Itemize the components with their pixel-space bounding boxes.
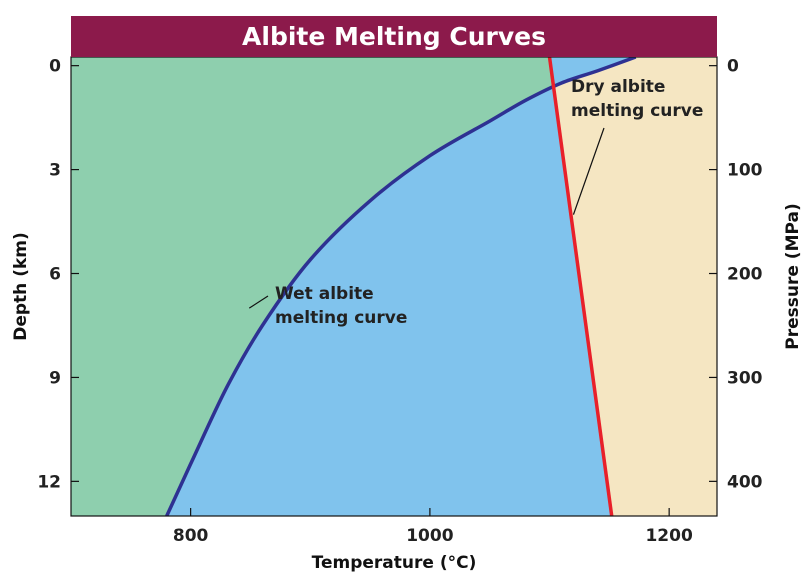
wet-annotation-label: melting curve bbox=[275, 308, 407, 328]
dry-melting-curve bbox=[547, 57, 614, 516]
y-tick-label-left: 0 bbox=[49, 57, 61, 77]
title-bar: Albite Melting Curves bbox=[71, 16, 717, 57]
dry-callout-line bbox=[572, 127, 605, 215]
title-background bbox=[71, 16, 717, 57]
x-tick-label: 800 bbox=[173, 526, 209, 546]
y-tick-label-left: 6 bbox=[49, 265, 61, 285]
y-tick-label-left: 3 bbox=[49, 161, 61, 181]
x-tick-label: 1200 bbox=[645, 526, 692, 546]
annotations: Wet albite melting curve Dry albite melting… bbox=[248, 77, 703, 328]
x-tick-label: 1000 bbox=[406, 526, 453, 546]
wet-annotation-label: Wet albite bbox=[275, 284, 374, 304]
y-tick-label-right: 100 bbox=[727, 161, 763, 181]
y-tick-label-right: 300 bbox=[727, 368, 763, 388]
melt-region bbox=[166, 57, 636, 516]
y-tick-label-left: 9 bbox=[49, 368, 61, 388]
y-tick-label-left: 12 bbox=[37, 472, 61, 492]
y-tick-label-right: 400 bbox=[727, 472, 763, 492]
regions bbox=[71, 57, 717, 516]
y-tick-label-right: 0 bbox=[727, 57, 739, 77]
wet-callout-line bbox=[248, 295, 269, 309]
y-axis-label-left: Depth (km) bbox=[11, 232, 31, 341]
dry-annotation-label: melting curve bbox=[571, 101, 703, 121]
y-axis-label-right: Pressure (MPa) bbox=[783, 203, 803, 349]
y-tick-label-right: 200 bbox=[727, 265, 763, 285]
ticks: 800 1000 1200 0 3 6 9 12 0 100 200 300 400 bbox=[37, 57, 762, 546]
chart-title: Albite Melting Curves bbox=[242, 22, 546, 51]
curves bbox=[165, 57, 637, 516]
dry-annotation-label: Dry albite bbox=[571, 77, 665, 97]
wet-melting-curve bbox=[165, 57, 637, 516]
x-axis-label: Temperature (°C) bbox=[312, 553, 477, 573]
dry-side-region bbox=[549, 57, 717, 516]
